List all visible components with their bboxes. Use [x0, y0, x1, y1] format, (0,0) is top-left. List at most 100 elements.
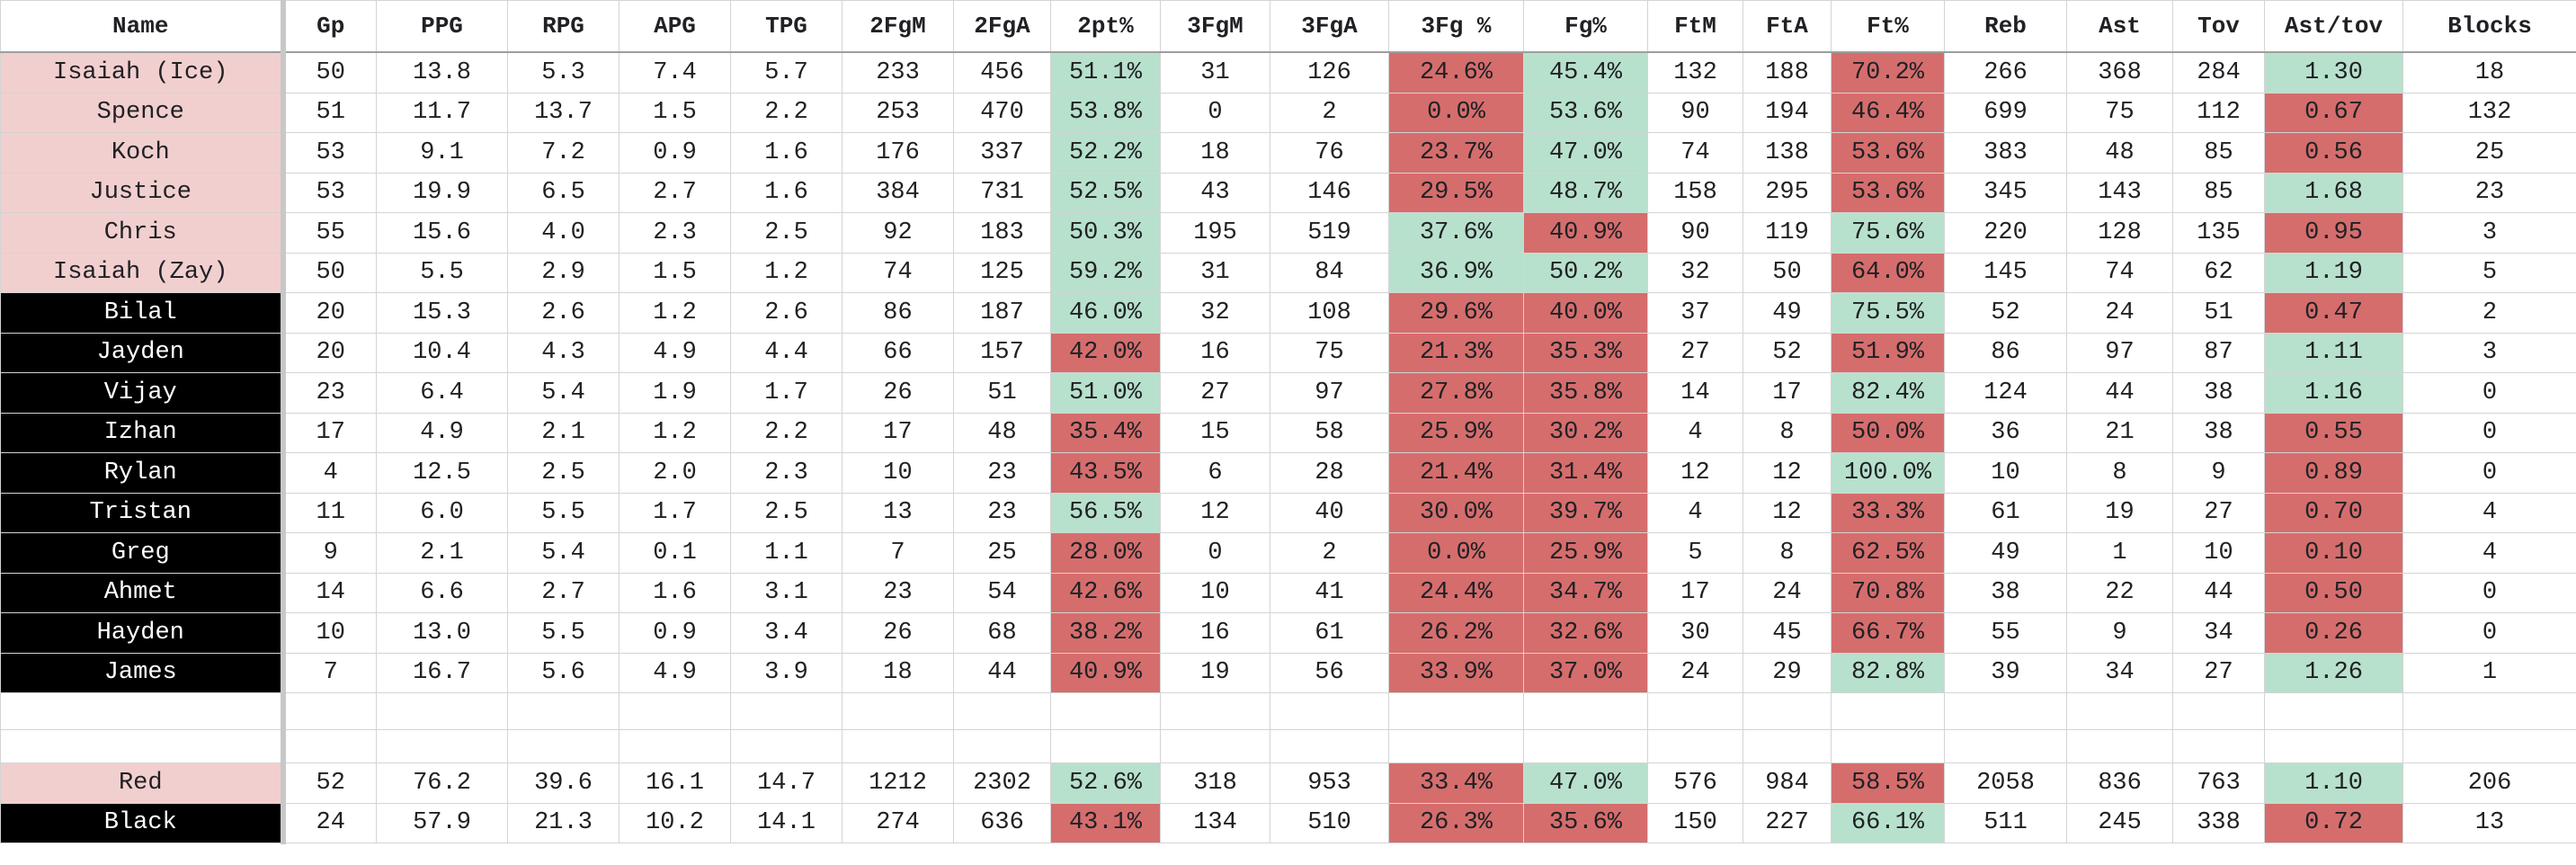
cell-fg-pct[interactable]: 30.2%	[1523, 412, 1648, 453]
empty-cell[interactable]	[1524, 843, 1648, 845]
cell-ast[interactable]: 24	[2066, 292, 2173, 334]
cell-blocks[interactable]: 25	[2402, 132, 2576, 174]
cell-ft-pct[interactable]: 75.6%	[1831, 212, 1945, 254]
cell-ast-tov[interactable]: 1.26	[2264, 652, 2403, 693]
empty-cell[interactable]	[1160, 692, 1270, 730]
empty-cell[interactable]	[842, 729, 954, 763]
cell-3fgm[interactable]: 10	[1160, 572, 1270, 613]
empty-cell[interactable]	[1388, 729, 1524, 763]
column-header-blocks[interactable]: Blocks	[2402, 0, 2576, 53]
cell-2pt-pct[interactable]: 51.0%	[1050, 372, 1161, 414]
cell-reb[interactable]: 49	[1944, 532, 2067, 574]
cell-2pt-pct[interactable]: 52.6%	[1050, 762, 1161, 804]
cell-ast-tov[interactable]: 0.95	[2264, 212, 2403, 254]
cell-tov[interactable]: 62	[2172, 252, 2265, 293]
cell-ppg[interactable]: 5.5	[376, 252, 508, 293]
cell-2fga[interactable]: 54	[953, 572, 1051, 613]
cell-ast[interactable]: 245	[2066, 802, 2173, 843]
cell-rpg[interactable]: 39.6	[507, 762, 619, 804]
cell-blocks[interactable]: 18	[2402, 51, 2576, 94]
cell-ft-pct[interactable]: 33.3%	[1831, 492, 1945, 533]
column-header-ftm[interactable]: FtM	[1647, 0, 1743, 53]
cell-fg-pct[interactable]: 25.9%	[1523, 532, 1648, 574]
cell-ppg[interactable]: 9.1	[376, 132, 508, 174]
cell-2pt-pct[interactable]: 42.0%	[1050, 332, 1161, 373]
cell-gp[interactable]: 52	[282, 762, 377, 804]
cell-3fga[interactable]: 41	[1270, 572, 1389, 613]
cell-3fga[interactable]: 126	[1270, 51, 1389, 94]
cell-ast[interactable]: 19	[2066, 492, 2173, 533]
cell-3fga[interactable]: 519	[1270, 212, 1389, 254]
cell-3fg-pct[interactable]: 26.2%	[1388, 612, 1524, 654]
cell-ftm[interactable]: 4	[1647, 492, 1743, 533]
player-name-cell[interactable]: Jayden	[0, 332, 286, 373]
cell-gp[interactable]: 55	[282, 212, 377, 254]
cell-rpg[interactable]: 4.0	[507, 212, 619, 254]
cell-3fg-pct[interactable]: 26.3%	[1388, 802, 1524, 843]
cell-apg[interactable]: 0.1	[619, 532, 731, 574]
cell-ftm[interactable]: 37	[1647, 292, 1743, 334]
cell-reb[interactable]: 39	[1944, 652, 2067, 693]
empty-cell[interactable]	[377, 843, 508, 845]
cell-rpg[interactable]: 2.9	[507, 252, 619, 293]
cell-3fgm[interactable]: 19	[1160, 652, 1270, 693]
cell-2pt-pct[interactable]: 59.2%	[1050, 252, 1161, 293]
column-header-fta[interactable]: FtA	[1743, 0, 1832, 53]
cell-2pt-pct[interactable]: 28.0%	[1050, 532, 1161, 574]
empty-cell[interactable]	[0, 843, 286, 844]
empty-cell[interactable]	[1743, 729, 1832, 763]
cell-apg[interactable]: 1.2	[619, 292, 731, 334]
cell-rpg[interactable]: 13.7	[507, 92, 619, 133]
cell-ast[interactable]: 368	[2066, 51, 2173, 94]
cell-gp[interactable]: 50	[282, 252, 377, 293]
column-header-gp[interactable]: Gp	[282, 0, 377, 53]
cell-2fgm[interactable]: 18	[842, 652, 954, 693]
empty-cell[interactable]	[1831, 692, 1945, 730]
cell-tov[interactable]: 763	[2172, 762, 2265, 804]
column-header-2fga[interactable]: 2FgA	[953, 0, 1051, 53]
cell-2fgm[interactable]: 26	[842, 612, 954, 654]
cell-2pt-pct[interactable]: 46.0%	[1050, 292, 1161, 334]
empty-cell[interactable]	[2402, 729, 2576, 763]
cell-fta[interactable]: 8	[1743, 412, 1832, 453]
empty-cell[interactable]	[1523, 729, 1648, 763]
empty-cell[interactable]	[2066, 692, 2173, 730]
cell-3fga[interactable]: 2	[1270, 532, 1389, 574]
cell-ft-pct[interactable]: 66.1%	[1831, 802, 1945, 843]
cell-blocks[interactable]: 4	[2402, 532, 2576, 574]
cell-ftm[interactable]: 5	[1647, 532, 1743, 574]
cell-2fga[interactable]: 51	[953, 372, 1051, 414]
cell-fta[interactable]: 12	[1743, 452, 1832, 494]
cell-2fga[interactable]: 183	[953, 212, 1051, 254]
cell-fg-pct[interactable]: 48.7%	[1523, 172, 1648, 213]
cell-fg-pct[interactable]: 50.2%	[1523, 252, 1648, 293]
cell-ast-tov[interactable]: 0.89	[2264, 452, 2403, 494]
cell-reb[interactable]: 124	[1944, 372, 2067, 414]
cell-tpg[interactable]: 2.2	[730, 92, 842, 133]
cell-3fgm[interactable]: 12	[1160, 492, 1270, 533]
cell-fta[interactable]: 138	[1743, 132, 1832, 174]
cell-ast[interactable]: 75	[2066, 92, 2173, 133]
cell-3fga[interactable]: 56	[1270, 652, 1389, 693]
cell-tpg[interactable]: 1.7	[730, 372, 842, 414]
cell-ast-tov[interactable]: 0.50	[2264, 572, 2403, 613]
empty-cell[interactable]	[619, 729, 731, 763]
empty-cell[interactable]	[1944, 692, 2067, 730]
empty-cell[interactable]	[2173, 843, 2265, 845]
cell-reb[interactable]: 10	[1944, 452, 2067, 494]
cell-2fga[interactable]: 23	[953, 492, 1051, 533]
cell-fta[interactable]: 49	[1743, 292, 1832, 334]
cell-3fg-pct[interactable]: 24.4%	[1388, 572, 1524, 613]
empty-cell[interactable]	[2402, 692, 2576, 730]
column-header-2fgm[interactable]: 2FgM	[842, 0, 954, 53]
cell-gp[interactable]: 10	[282, 612, 377, 654]
cell-3fg-pct[interactable]: 23.7%	[1388, 132, 1524, 174]
cell-tpg[interactable]: 14.1	[730, 802, 842, 843]
cell-3fgm[interactable]: 134	[1160, 802, 1270, 843]
empty-cell[interactable]	[842, 843, 954, 845]
cell-2pt-pct[interactable]: 51.1%	[1050, 51, 1161, 94]
cell-tpg[interactable]: 3.9	[730, 652, 842, 693]
cell-ft-pct[interactable]: 66.7%	[1831, 612, 1945, 654]
empty-cell[interactable]	[1944, 729, 2067, 763]
cell-fta[interactable]: 295	[1743, 172, 1832, 213]
